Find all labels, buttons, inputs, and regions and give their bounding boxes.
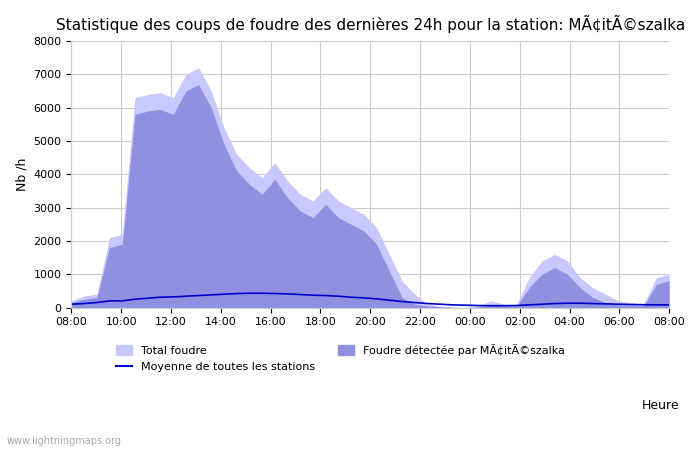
- Title: Statistique des coups de foudre des dernières 24h pour la station: MÃ¢itÃ©szalka: Statistique des coups de foudre des dern…: [55, 15, 685, 33]
- Y-axis label: Nb /h: Nb /h: [15, 158, 28, 191]
- Legend: Total foudre, Moyenne de toutes les stations, Foudre détectée par MÃ¢itÃ©szalka: Total foudre, Moyenne de toutes les stat…: [111, 339, 570, 377]
- Text: Heure: Heure: [641, 399, 679, 412]
- Text: www.lightningmaps.org: www.lightningmaps.org: [7, 436, 122, 446]
